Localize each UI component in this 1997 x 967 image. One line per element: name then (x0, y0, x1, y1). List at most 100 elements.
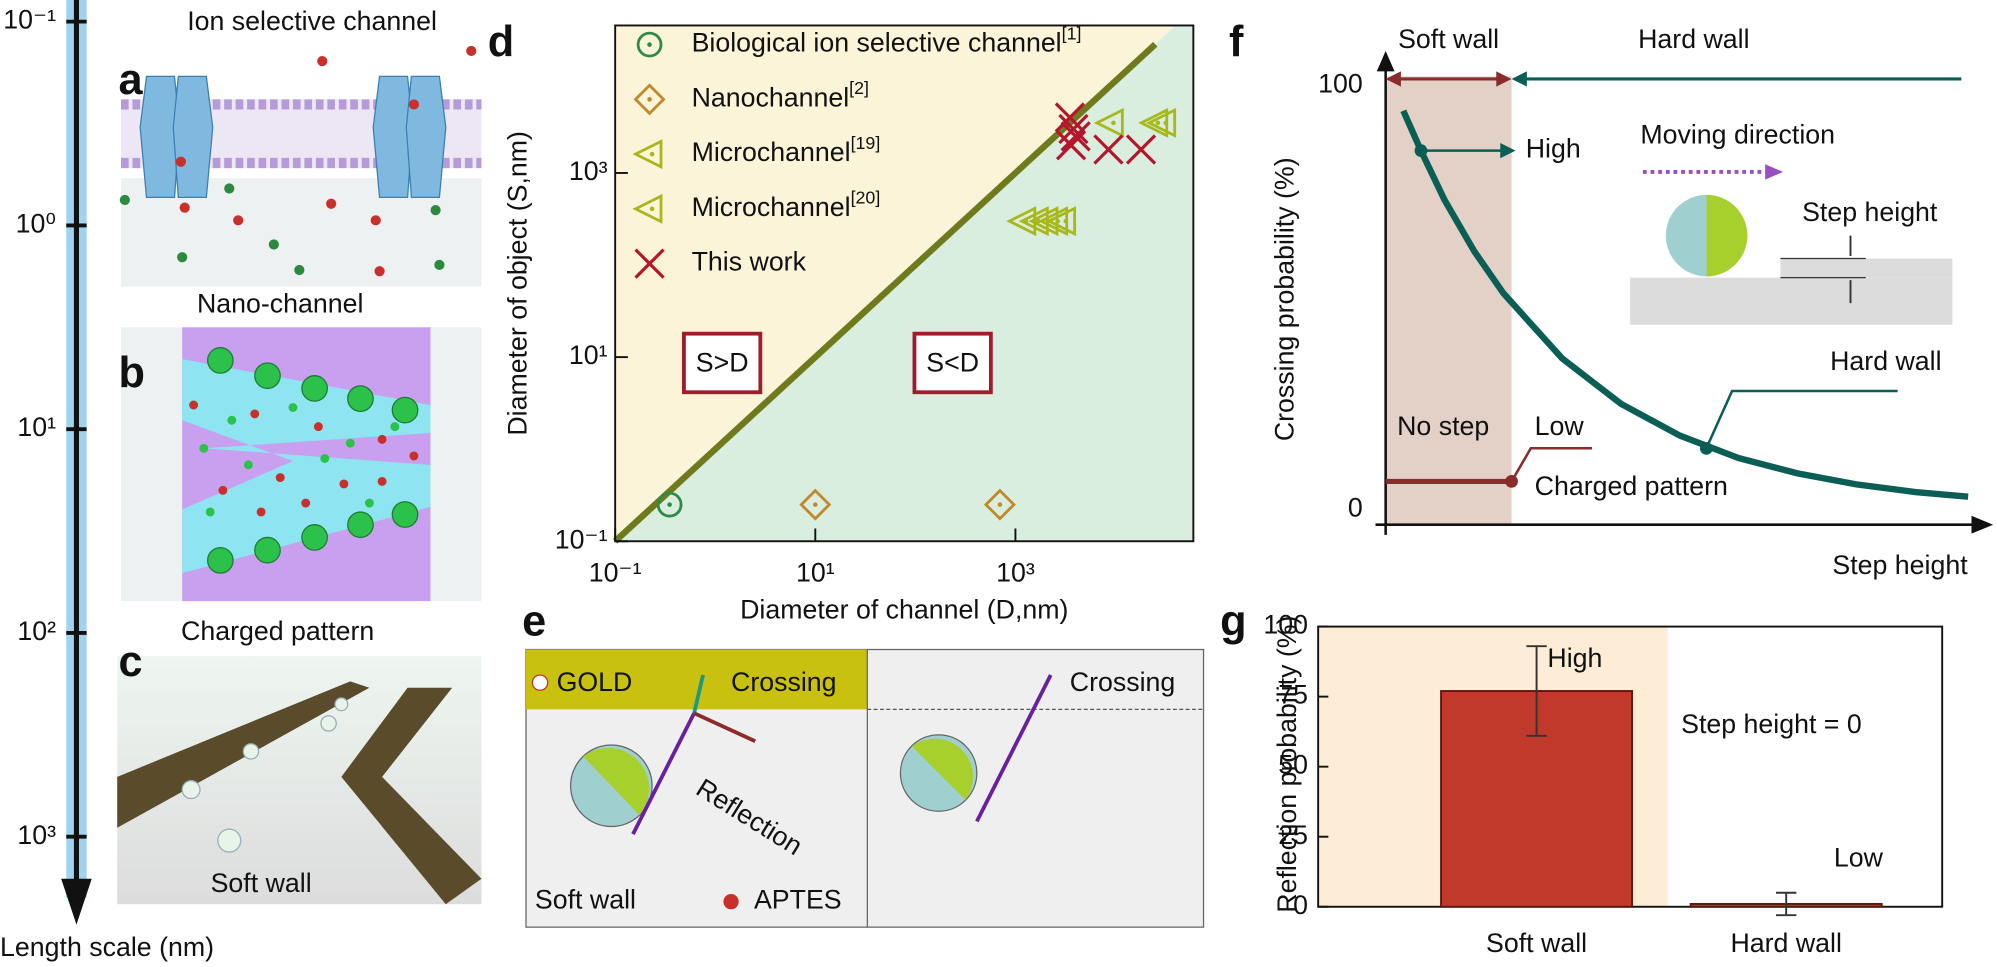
particle-half (1706, 194, 1748, 277)
y-axis-label: Diameter of object (S,nm) (503, 131, 533, 436)
x-tick-label: Soft wall (1486, 928, 1587, 958)
legend-label: Nanochannel[2] (692, 78, 869, 113)
panel-letter: d (488, 18, 514, 66)
legend-name: Nanochannel (692, 82, 850, 112)
label: Soft wall (535, 885, 636, 915)
y-tick-label: 0 (1293, 890, 1308, 920)
x-tick-label: 10⁻¹ (589, 557, 642, 587)
y-tick-label: 25 (1278, 820, 1308, 850)
panel-c (117, 655, 482, 905)
annotation-box (912, 331, 993, 395)
legend-marker (633, 83, 666, 116)
legend-name: Microchannel (692, 192, 851, 222)
panel-a (119, 45, 482, 287)
marker (983, 488, 1016, 521)
marker-shape (633, 83, 666, 116)
scale-arrow (61, 878, 92, 925)
y-arrow (1376, 50, 1395, 72)
x-axis-label: Step height (1832, 550, 1968, 580)
error-bar (1526, 645, 1547, 737)
y-axis-label: Reflection probability (%) (1272, 616, 1302, 913)
point-label: Hard wall (1830, 346, 1941, 376)
marker-shape (1054, 102, 1085, 133)
arrow-head (1765, 164, 1784, 180)
label: Crossing (1070, 667, 1175, 697)
marker (1093, 134, 1124, 165)
panel-letter: b (118, 349, 144, 397)
y-tick-label: 0 (1348, 492, 1363, 522)
panel-letter: f (1229, 18, 1244, 66)
marker-shape (632, 193, 663, 224)
x-axis-label: Diameter of channel (D,nm) (740, 594, 1068, 624)
marker-dot (1163, 120, 1169, 126)
legend-ref: [20] (851, 187, 881, 207)
label: Crossing (731, 667, 837, 697)
ground (1630, 277, 1953, 325)
annotation-box (682, 331, 763, 395)
marker (656, 491, 683, 518)
legend-name: This work (692, 247, 807, 277)
legend-ref: [2] (849, 78, 869, 98)
marker (1055, 130, 1087, 161)
marker-shape (1006, 206, 1037, 237)
panel-letter: c (118, 638, 142, 686)
legend-name: Microchannel (692, 137, 851, 167)
panel-title: Ion selective channel (187, 6, 437, 36)
annotation: High (1547, 643, 1602, 673)
panel-label: Soft wall (211, 868, 312, 898)
annotation: S<D (926, 347, 979, 377)
x-tick-label: 10¹ (796, 557, 835, 587)
scale-tick-label: 10¹ (17, 412, 56, 442)
panel-title: Nano-channel (197, 289, 363, 319)
arrow-head (1496, 71, 1512, 87)
legend-ref: [1] (1062, 23, 1082, 43)
y-tick-label: 10¹ (569, 340, 608, 370)
marker-shape (1055, 130, 1087, 161)
marker-dot (647, 97, 652, 102)
marker-dot (1055, 218, 1061, 224)
inset-label: Moving direction (1640, 119, 1835, 149)
point (1414, 144, 1428, 158)
y-tick-label: 100 (1263, 610, 1308, 640)
annotation: Step height = 0 (1681, 709, 1862, 739)
marker-shape (799, 488, 832, 521)
marker (1125, 134, 1157, 165)
annotation: S>D (696, 347, 749, 377)
marker-dot (1155, 120, 1161, 126)
soft-wall-label: Soft wall (1398, 24, 1499, 54)
panel-letter: g (1220, 597, 1246, 645)
marker-dot (813, 502, 818, 507)
x-arrow (1971, 515, 1994, 534)
scale-tick-label: 10² (17, 616, 56, 646)
marker (1093, 107, 1124, 138)
x-tick-label: Hard wall (1730, 928, 1841, 958)
legend-marker (632, 139, 663, 170)
marker-dot (649, 206, 655, 212)
legend-label: Microchannel[20] (692, 187, 881, 222)
marker (799, 488, 832, 521)
point (1699, 441, 1713, 455)
marker-shape (656, 491, 683, 518)
y-tick-label: 75 (1278, 680, 1308, 710)
marker (1060, 121, 1091, 152)
panel-letter: a (118, 56, 143, 104)
marker-shape (1146, 107, 1177, 138)
panel-title: Charged pattern (181, 616, 374, 646)
y-tick-label: 10³ (569, 156, 608, 186)
point (1505, 475, 1518, 488)
panel-e (525, 648, 1205, 928)
x-tick-label: 10³ (996, 557, 1035, 587)
panel-letter: e (522, 597, 546, 645)
marker-shape (634, 248, 665, 279)
scale-label: Length scale (nm) (0, 932, 214, 962)
y-tick-label: 50 (1278, 750, 1308, 780)
arrow-head (1511, 71, 1527, 87)
plot-frame (614, 24, 1195, 543)
marker (1146, 107, 1177, 138)
charged-label: Charged pattern (1535, 471, 1728, 501)
error-bar (1775, 891, 1797, 917)
marker-dot (647, 42, 652, 47)
marker-dot (1111, 120, 1116, 126)
legend-ref: [19] (851, 133, 881, 153)
